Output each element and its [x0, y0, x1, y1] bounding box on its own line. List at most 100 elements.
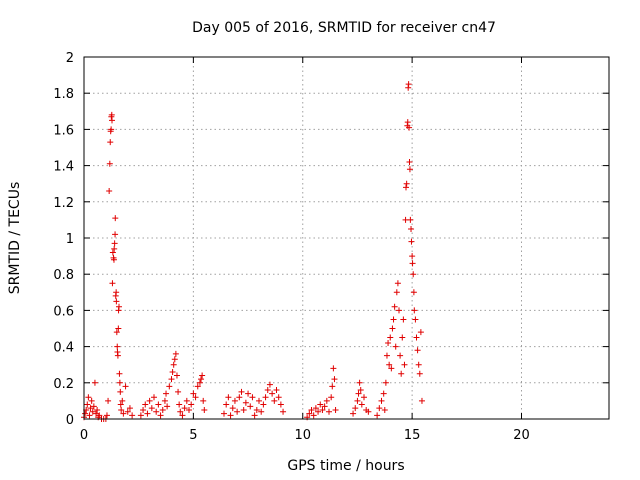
data-point [407, 216, 414, 223]
data-point [393, 289, 400, 296]
data-point [177, 408, 184, 415]
data-point [163, 390, 170, 397]
data-point [190, 390, 197, 397]
data-point [116, 370, 123, 377]
data-point [109, 280, 116, 287]
data-point [186, 406, 192, 413]
data-point [176, 401, 183, 408]
y-tick-label: 1.8 [53, 87, 74, 102]
data-point [109, 117, 115, 124]
data-point [417, 329, 424, 336]
data-point [319, 406, 326, 413]
data-point [227, 412, 234, 419]
data-point [94, 406, 101, 413]
data-point [390, 316, 397, 323]
data-point [408, 238, 415, 245]
data-point [394, 280, 401, 287]
data-point [85, 394, 92, 401]
data-point [196, 379, 203, 386]
data-point [172, 350, 179, 357]
data-point [269, 390, 276, 397]
data-point [223, 401, 230, 408]
data-point [221, 410, 227, 417]
data-point [383, 352, 390, 359]
data-point [251, 412, 258, 419]
data-point [326, 408, 332, 415]
data-point [114, 343, 121, 350]
data-point [111, 240, 118, 247]
data-point [113, 329, 120, 336]
data-point [381, 406, 388, 413]
x-tick-label: 5 [189, 428, 197, 443]
data-point [114, 352, 121, 359]
y-tick-label: 0.6 [53, 304, 74, 319]
data-point [170, 361, 177, 368]
data-point [308, 406, 315, 413]
data-point [120, 410, 127, 417]
data-point [385, 339, 392, 346]
data-point [392, 343, 399, 350]
data-point [236, 394, 243, 401]
y-tick-label: 0.8 [53, 268, 74, 283]
data-point [122, 383, 129, 390]
data-point [87, 405, 94, 412]
data-point [175, 388, 182, 395]
data-point [181, 405, 188, 412]
data-point [391, 303, 398, 310]
data-point [116, 379, 123, 386]
data-point [105, 397, 112, 404]
data-point [245, 390, 252, 397]
data-point [115, 325, 122, 332]
data-point [406, 158, 413, 165]
data-point [329, 383, 336, 390]
data-point [418, 397, 425, 404]
data-point [403, 180, 410, 187]
data-point [88, 397, 95, 404]
data-point [317, 401, 324, 408]
data-point [413, 334, 420, 341]
data-point [238, 388, 245, 395]
data-point [112, 215, 119, 222]
data-point [166, 383, 173, 390]
data-point [153, 408, 160, 415]
data-point [93, 410, 100, 417]
data-point [106, 187, 113, 194]
x-tick-label: 20 [513, 428, 530, 443]
data-point [277, 401, 284, 408]
data-point [148, 405, 155, 412]
data-point [266, 381, 273, 388]
data-point [397, 352, 404, 359]
data-point [107, 139, 114, 146]
data-point [260, 401, 267, 408]
y-tick-label: 1.6 [53, 123, 74, 138]
data-point [382, 379, 389, 386]
data-point [262, 394, 269, 401]
data-point [376, 405, 383, 412]
data-point [82, 410, 89, 417]
data-point [159, 406, 166, 413]
data-point [264, 387, 271, 394]
data-point [161, 397, 168, 404]
data-point [388, 365, 395, 372]
data-point [179, 412, 186, 419]
data-point [231, 397, 238, 404]
data-point [352, 405, 359, 412]
data-point [194, 383, 201, 390]
data-point [91, 379, 98, 386]
data-point [112, 231, 119, 238]
data-point [312, 405, 319, 412]
data-point [387, 334, 394, 341]
data-point [151, 394, 157, 401]
data-point [234, 408, 241, 415]
data-point [365, 408, 372, 415]
data-point [378, 397, 385, 404]
data-point [409, 253, 416, 260]
data-point [401, 361, 408, 368]
data-point [96, 412, 103, 419]
data-point [386, 361, 393, 368]
data-point [157, 412, 164, 419]
data-point [169, 368, 176, 375]
data-point [356, 379, 363, 386]
grid-layer [84, 57, 609, 419]
